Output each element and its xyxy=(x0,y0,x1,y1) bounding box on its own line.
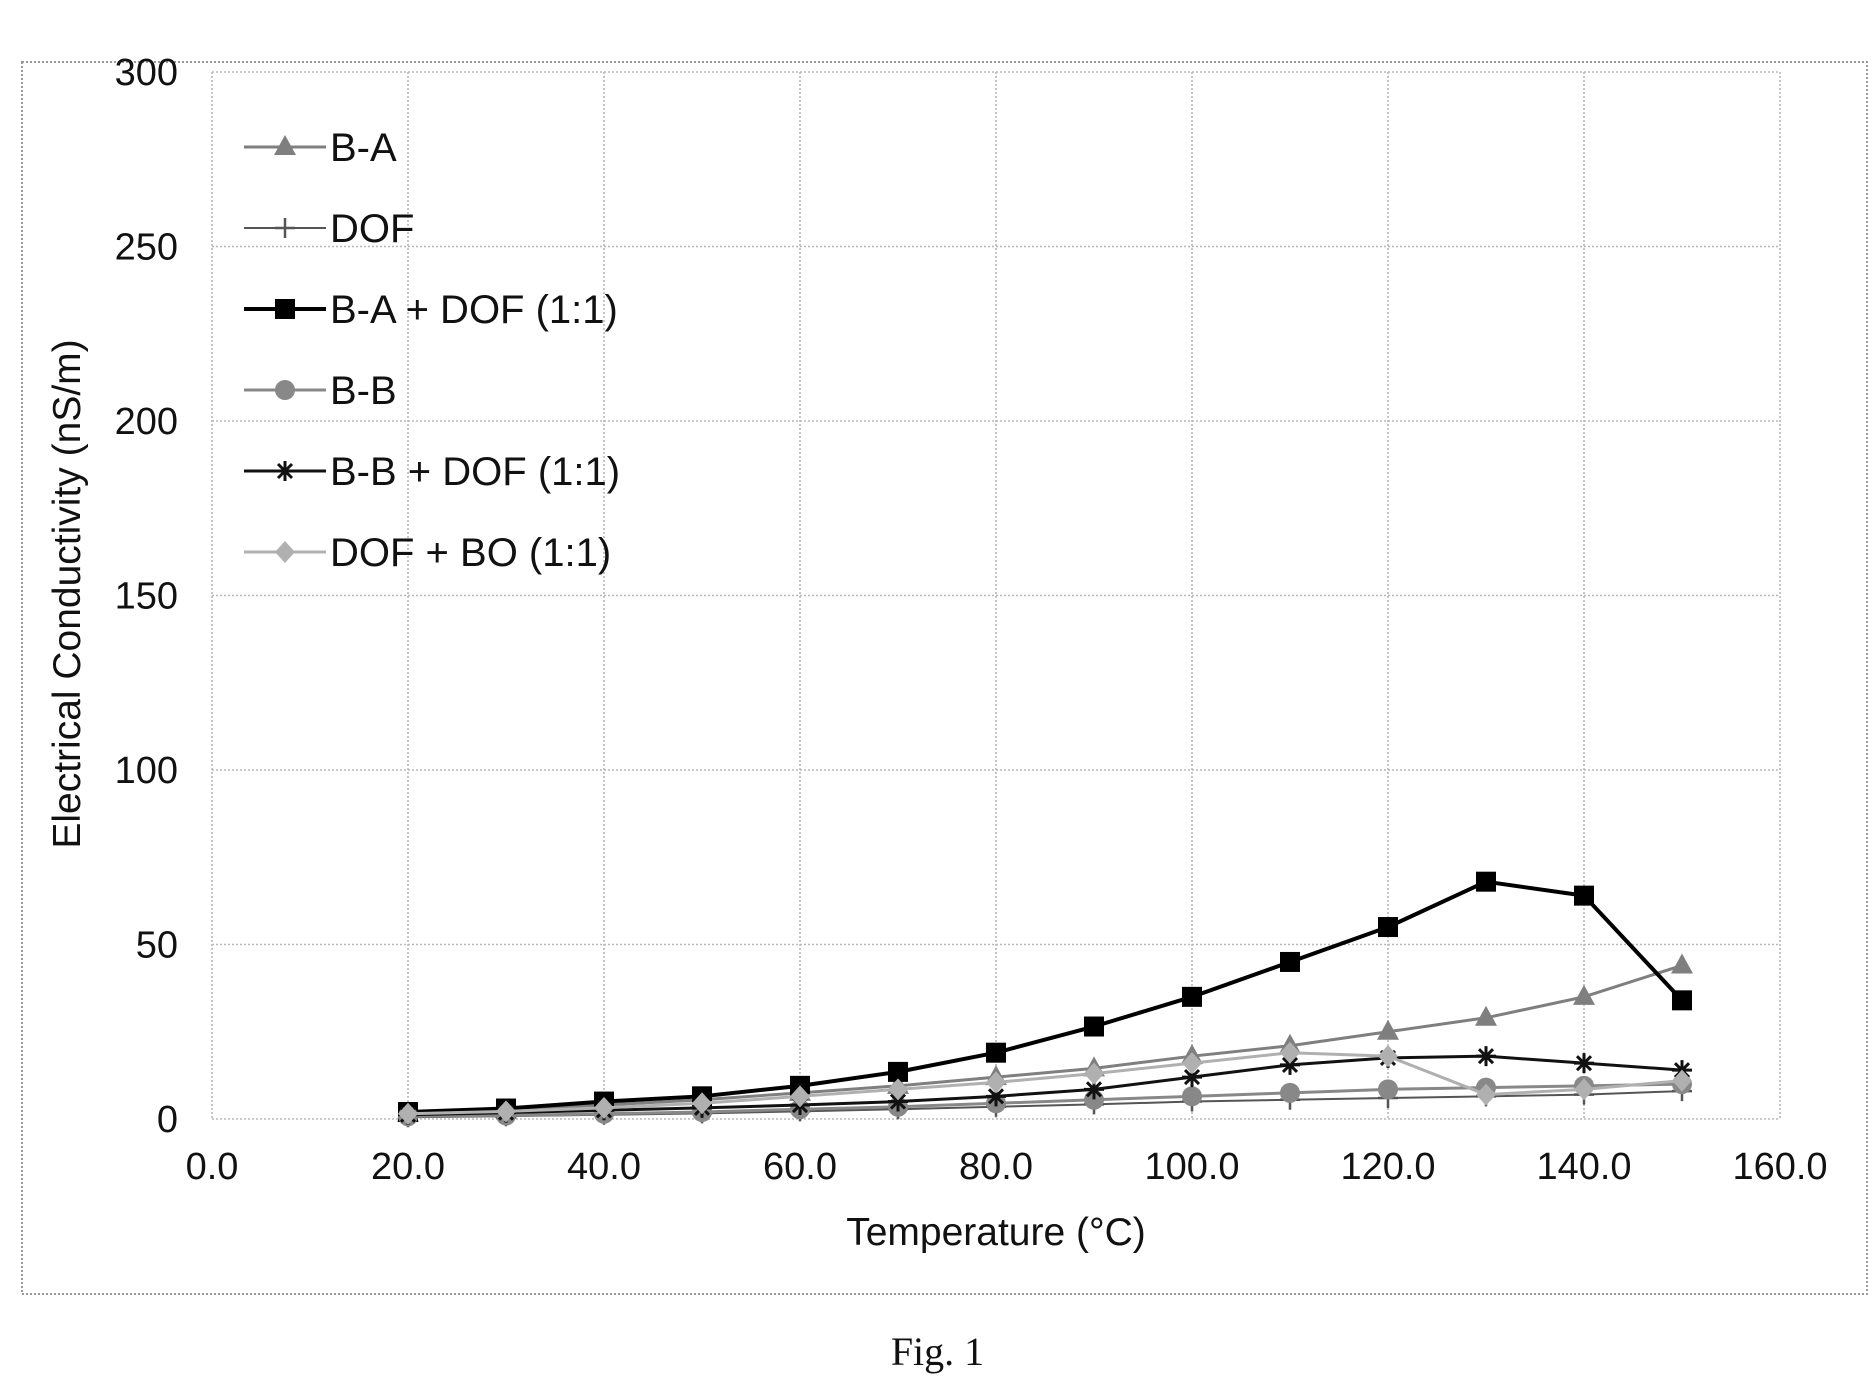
data-point xyxy=(1280,951,1300,972)
data-point xyxy=(790,1085,810,1108)
legend-marker xyxy=(275,380,295,400)
legend-label: B-A + DOF (1:1) xyxy=(330,288,618,332)
x-tick-label: 100.0 xyxy=(1144,1146,1239,1188)
data-point xyxy=(1476,1083,1496,1106)
data-point xyxy=(1672,1069,1692,1092)
data-point xyxy=(1378,1045,1398,1068)
y-axis-title: Electrical Conductivity (nS/m) xyxy=(46,339,89,848)
y-tick-label: 50 xyxy=(136,925,178,967)
x-tick-label: 0.0 xyxy=(186,1146,239,1188)
legend-marker xyxy=(275,461,295,481)
data-point xyxy=(1084,1062,1104,1085)
data-point xyxy=(1671,953,1693,974)
data-point xyxy=(1280,1082,1300,1103)
data-point xyxy=(1378,917,1398,938)
legend-marker xyxy=(275,299,295,319)
legend-marker xyxy=(275,218,295,238)
x-tick-label: 80.0 xyxy=(959,1146,1033,1188)
data-point xyxy=(986,1071,1006,1094)
y-tick-label: 200 xyxy=(115,401,178,443)
data-point xyxy=(1182,986,1202,1007)
data-point xyxy=(1378,1079,1398,1100)
data-point xyxy=(496,1100,516,1123)
legend-marker xyxy=(274,135,296,155)
data-point xyxy=(1084,1016,1104,1037)
x-tick-label: 60.0 xyxy=(763,1146,837,1188)
chart-frame xyxy=(21,61,1868,1295)
y-tick-label: 250 xyxy=(115,227,178,269)
legend-label: B-B xyxy=(330,369,397,413)
x-tick-label: 140.0 xyxy=(1536,1146,1631,1188)
data-point xyxy=(888,1091,908,1112)
y-tick-label: 100 xyxy=(115,750,178,792)
x-tick-label: 120.0 xyxy=(1340,1146,1435,1188)
data-point xyxy=(1574,885,1594,906)
series-line xyxy=(407,1051,1683,1116)
figure-caption: Fig. 1 xyxy=(890,1329,985,1374)
legend-entry: B-A + DOF (1:1) xyxy=(244,288,618,332)
legend-entry: DOF + BO (1:1) xyxy=(244,531,611,575)
series-line xyxy=(407,964,1683,1116)
data-point xyxy=(1377,1019,1399,1040)
data-point xyxy=(986,1086,1006,1107)
series-layer xyxy=(397,871,1693,1128)
data-point xyxy=(398,1102,418,1125)
data-point xyxy=(888,1061,908,1082)
legend-entry: B-B xyxy=(244,369,397,413)
x-tick-label: 160.0 xyxy=(1732,1146,1827,1188)
legend-entry: B-B + DOF (1:1) xyxy=(244,450,620,494)
data-point xyxy=(1182,1052,1202,1075)
data-point xyxy=(888,1078,908,1101)
series-dof-bo-1-1 xyxy=(398,1041,1692,1125)
data-point xyxy=(692,1092,712,1115)
legend: B-A DOF B-A + DOF (1:1) B-B B-B + DOF (1:1) D… xyxy=(244,126,620,575)
x-tick-label: 20.0 xyxy=(371,1146,445,1188)
data-point xyxy=(1280,1041,1300,1064)
y-tick-label: 300 xyxy=(115,52,178,94)
data-point xyxy=(1182,1067,1202,1088)
legend-label: B-B + DOF (1:1) xyxy=(330,450,620,494)
legend-label: DOF xyxy=(330,207,414,251)
y-tick-label: 150 xyxy=(115,576,178,618)
data-point xyxy=(1475,1005,1497,1026)
data-point xyxy=(1476,871,1496,892)
data-point xyxy=(1182,1086,1202,1107)
tick-labels: 0.0 20.0 40.0 60.0 80.0 100.0 120.0 140.0 160.0 0… xyxy=(115,52,1828,1188)
legend-marker xyxy=(275,541,295,563)
series-line xyxy=(407,879,1684,1115)
series-b-a-dof-1-1 xyxy=(398,871,1692,1123)
x-axis-title: Temperature (°C) xyxy=(846,1211,1146,1254)
data-point xyxy=(986,1042,1006,1063)
gridlines xyxy=(211,71,1781,1120)
data-point xyxy=(1084,1079,1104,1100)
y-tick-label: 0 xyxy=(157,1099,178,1141)
legend-label: DOF + BO (1:1) xyxy=(330,531,611,575)
x-tick-label: 40.0 xyxy=(567,1146,641,1188)
data-point xyxy=(1280,1054,1300,1075)
data-point xyxy=(1672,990,1692,1011)
legend-entry: B-A xyxy=(244,126,397,170)
legend-entry: DOF xyxy=(244,207,414,251)
data-point xyxy=(1573,984,1595,1005)
data-point xyxy=(594,1096,614,1119)
data-point xyxy=(1574,1053,1594,1074)
legend-label: B-A xyxy=(330,126,397,170)
series-line xyxy=(407,1054,1683,1117)
data-point xyxy=(1476,1046,1496,1067)
data-point xyxy=(1574,1078,1594,1101)
